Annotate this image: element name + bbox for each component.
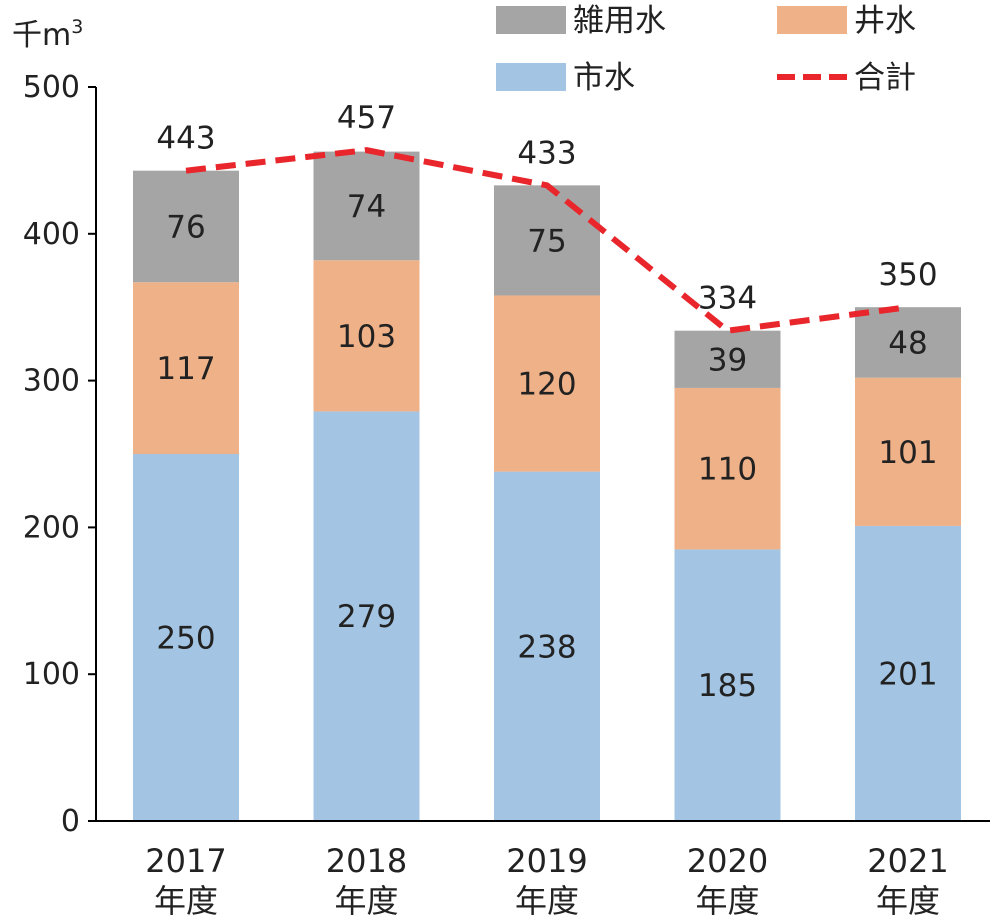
legend-swatch <box>496 63 566 91</box>
legend-item: 市水 <box>496 60 635 96</box>
bar-data-label: 201 <box>878 656 937 692</box>
bar-segment <box>313 151 420 261</box>
bar-data-label: 120 <box>517 367 576 403</box>
bar-segment <box>674 330 781 388</box>
y-tick-label: 100 <box>23 657 80 692</box>
y-axis-ticks: 0 100 200 300 400 500 <box>23 70 96 839</box>
y-tick-label: 200 <box>23 510 80 545</box>
y-tick-label: 500 <box>23 70 80 105</box>
legend-label: 井水 <box>854 3 916 39</box>
y-tick-label: 0 <box>61 804 80 839</box>
bar-stack: 238 120 75 <box>494 185 600 821</box>
total-data-label: 350 <box>878 257 937 293</box>
bar-segment <box>674 387 781 550</box>
y-axis-unit-text: 千m <box>12 18 71 53</box>
bar-segment <box>313 411 420 821</box>
x-tick-label-suffix: 年度 <box>876 882 940 920</box>
bar-segment <box>855 307 961 378</box>
legend-swatch <box>496 6 566 34</box>
bar-data-label: 74 <box>347 189 386 225</box>
bar-segment <box>133 170 239 283</box>
bar-data-label: 39 <box>708 342 747 378</box>
bar-data-label: 250 <box>156 621 215 657</box>
bar-stack: 185 110 39 <box>674 330 781 821</box>
bar-stack: 279 103 74 <box>313 151 420 821</box>
y-axis-unit-superscript: 3 <box>71 16 83 38</box>
legend-item: 雑用水 <box>496 3 666 39</box>
x-tick-label-year: 2020 <box>687 842 768 880</box>
bar-segment <box>494 185 600 296</box>
bar-segment <box>494 471 600 821</box>
total-data-label: 433 <box>517 135 576 171</box>
bar-stack: 201 101 48 <box>855 307 961 821</box>
bar-data-label: 48 <box>888 325 927 361</box>
legend-label: 合計 <box>854 60 916 96</box>
legend-label: 雑用水 <box>573 3 666 39</box>
x-tick-label-suffix: 年度 <box>154 882 218 920</box>
total-data-label: 457 <box>337 100 396 136</box>
x-tick-label-year: 2017 <box>145 842 226 880</box>
bar-segment <box>494 295 600 472</box>
x-tick-label-year: 2019 <box>506 842 587 880</box>
bar-segment <box>855 377 961 526</box>
total-data-label: 334 <box>698 281 757 317</box>
legend-label: 市水 <box>573 60 635 96</box>
y-axis-unit-label: 千m3 <box>12 16 83 53</box>
bar-data-label: 110 <box>698 452 757 488</box>
legend-item: 合計 <box>777 60 916 96</box>
bar-data-label: 101 <box>878 435 937 471</box>
bar-stacks: 250 117 76 279 103 74 238 120 75 185 110 39 201 101 48 <box>133 151 961 821</box>
legend-swatch <box>777 6 847 34</box>
total-line-group: 443 457 433 334 350 <box>156 100 938 334</box>
bar-segment <box>133 454 239 821</box>
bar-data-label: 76 <box>166 209 205 245</box>
bar-data-label: 75 <box>527 223 566 259</box>
bar-segment <box>313 260 420 412</box>
x-tick-label-suffix: 年度 <box>515 882 579 920</box>
x-tick-label-suffix: 年度 <box>334 882 398 920</box>
y-tick-label: 400 <box>23 217 80 252</box>
legend-item: 井水 <box>777 3 916 39</box>
bar-stack: 250 117 76 <box>133 170 239 821</box>
total-data-label: 443 <box>156 121 215 157</box>
bar-data-label: 279 <box>337 599 396 635</box>
bar-segment <box>855 525 961 821</box>
bar-data-label: 238 <box>517 629 576 665</box>
x-tick-label-year: 2018 <box>326 842 407 880</box>
bar-segment <box>133 282 239 454</box>
bar-data-label: 185 <box>698 668 757 704</box>
x-tick-label-year: 2021 <box>867 842 948 880</box>
bar-segment <box>674 549 781 821</box>
y-tick-label: 300 <box>23 364 80 399</box>
bar-data-label: 103 <box>337 319 396 355</box>
bar-data-label: 117 <box>156 351 215 387</box>
x-tick-label-suffix: 年度 <box>695 882 759 920</box>
